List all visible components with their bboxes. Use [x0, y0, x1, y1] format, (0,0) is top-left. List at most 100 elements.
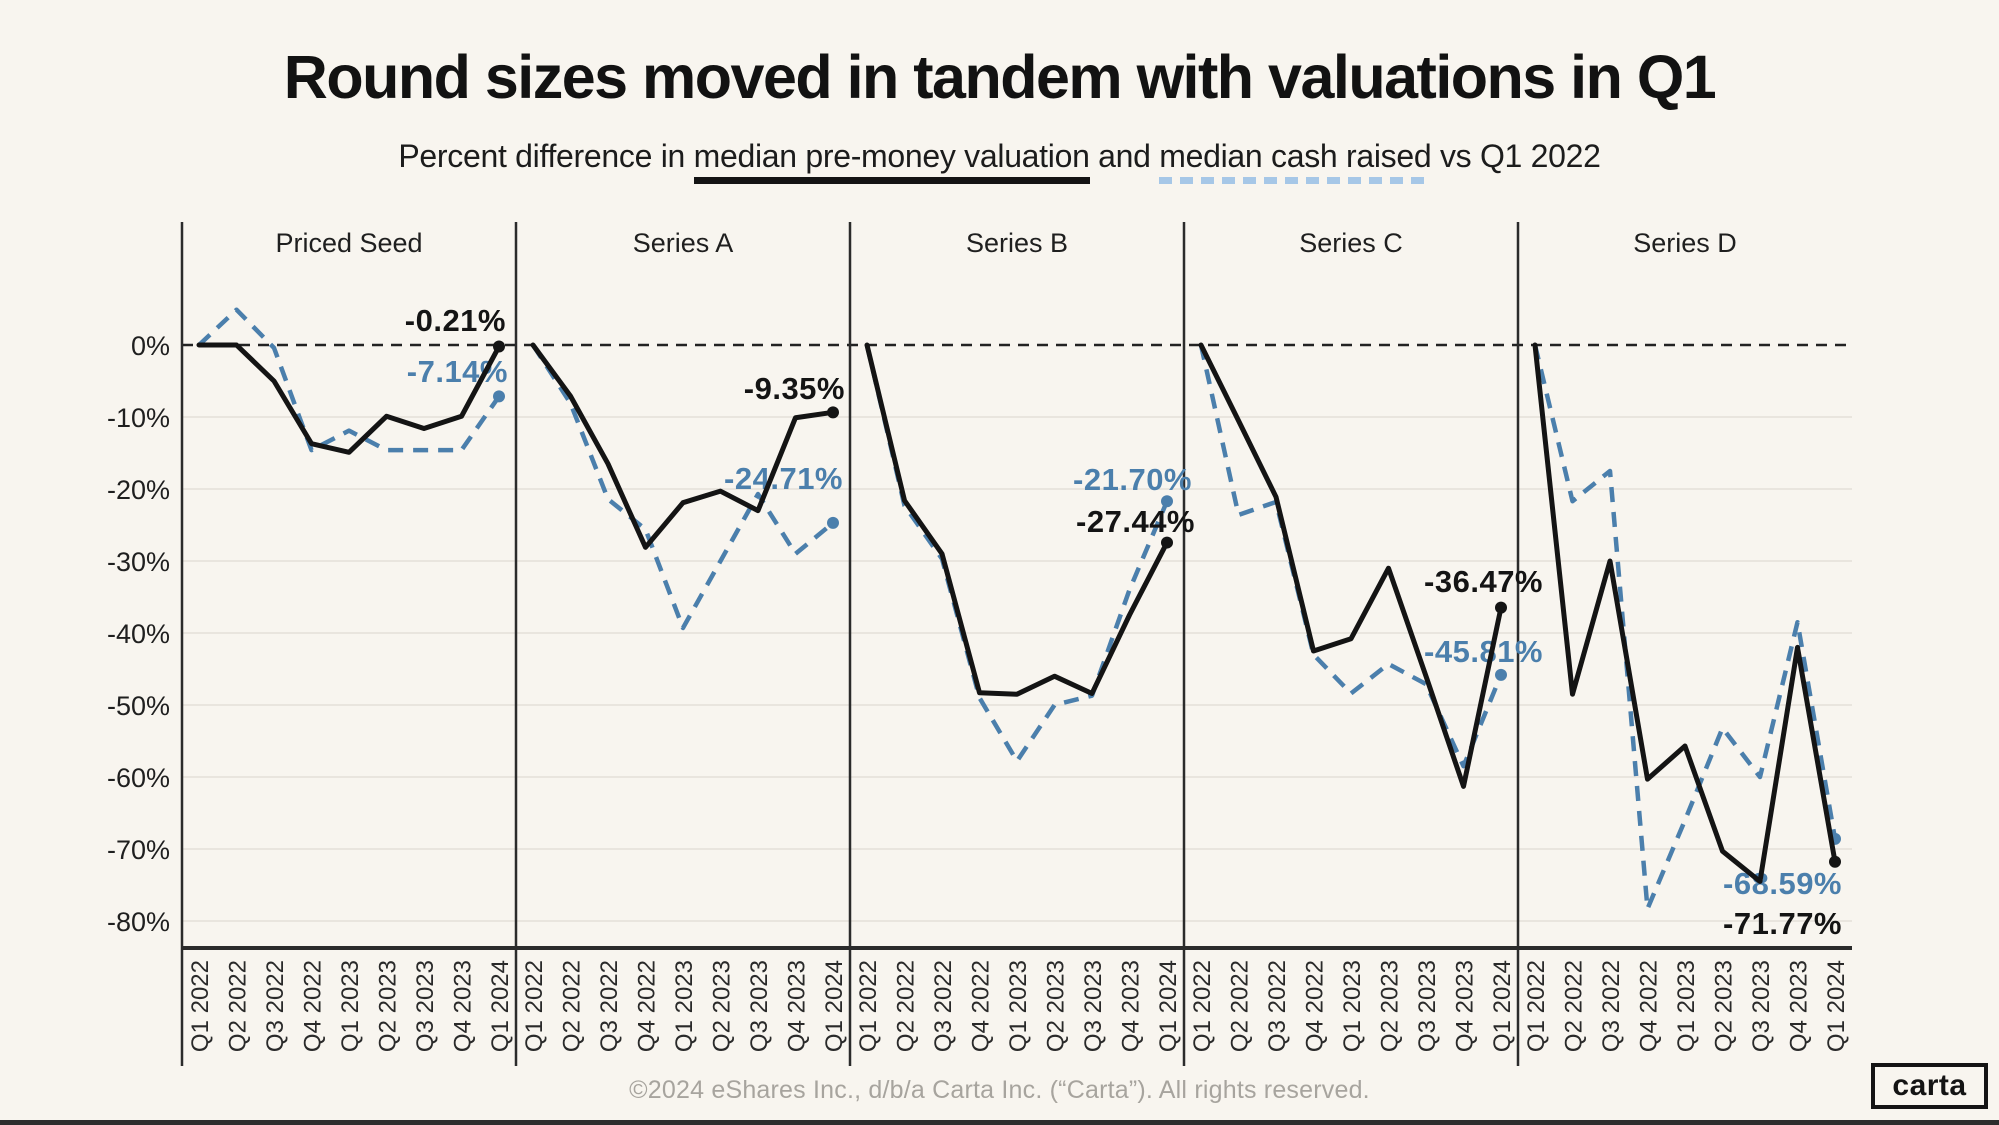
x-axis-label: Q2 2022	[225, 960, 252, 1052]
x-axis-label: Q1 2024	[1823, 960, 1850, 1052]
cash-endpoint-series-a	[827, 516, 839, 529]
valuation-endpoint-series-d	[1829, 855, 1841, 868]
x-axis-label: Q1 2023	[1005, 960, 1032, 1052]
valuation-end-label-series-a: -9.35%	[744, 371, 845, 406]
screen-bottom-edge	[0, 1120, 1999, 1125]
x-axis-label: Q3 2022	[262, 960, 289, 1052]
valuation-line-priced-seed	[196, 342, 502, 455]
y-axis-label: -20%	[107, 475, 170, 505]
x-axis-label: Q2 2023	[709, 960, 736, 1052]
x-axis-label: Q2 2023	[1377, 960, 1404, 1052]
x-axis-label: Q1 2022	[855, 960, 882, 1052]
valuation-endpoint-series-c	[1495, 601, 1507, 614]
x-axis-label: Q3 2022	[1598, 960, 1625, 1052]
x-axis-label: Q1 2022	[521, 960, 548, 1052]
valuation-end-label-series-d: -71.77%	[1723, 906, 1842, 941]
x-axis-label: Q2 2023	[1711, 960, 1738, 1052]
x-axis-label: Q1 2024	[1489, 960, 1516, 1052]
copyright-footer: ©2024 eShares Inc., d/b/a Carta Inc. (“C…	[629, 1076, 1370, 1104]
panel-title-series-a: Series A	[633, 228, 734, 258]
valuation-endpoint-series-a	[827, 406, 839, 419]
cash-raised-line-series-c	[1198, 344, 1504, 769]
cash-end-label-series-d: -68.59%	[1723, 866, 1842, 901]
valuation-line-series-b	[864, 342, 1170, 697]
x-axis-label: Q1 2023	[671, 960, 698, 1052]
valuation-end-label-series-c: -36.47%	[1424, 564, 1543, 599]
x-axis-label: Q1 2024	[821, 960, 848, 1052]
x-axis-label: Q1 2023	[337, 960, 364, 1052]
subtitle-valuation-term: median pre-money valuation	[693, 138, 1090, 184]
y-axis-label: -60%	[107, 763, 170, 793]
x-axis-label: Q3 2022	[1264, 960, 1291, 1052]
x-axis-label: Q2 2023	[375, 960, 402, 1052]
x-axis-label: Q1 2022	[1523, 960, 1550, 1052]
y-axis-label: -70%	[107, 835, 170, 865]
x-axis-label: Q4 2023	[784, 960, 811, 1052]
x-axis-label: Q3 2023	[746, 960, 773, 1052]
valuation-endpoint-priced-seed	[493, 340, 505, 353]
x-axis-label: Q4 2023	[1118, 960, 1145, 1052]
x-axis-label: Q1 2023	[1673, 960, 1700, 1052]
y-axis-label: -50%	[107, 691, 170, 721]
panel-title-series-d: Series D	[1633, 228, 1737, 258]
y-axis-label: -30%	[107, 547, 170, 577]
panel-title-series-b: Series B	[966, 228, 1068, 258]
subtitle-cash-term: median cash raised	[1159, 138, 1432, 184]
cash-raised-line-series-a	[531, 343, 835, 631]
x-axis-label: Q4 2022	[1302, 960, 1329, 1052]
x-axis-label: Q1 2022	[1189, 960, 1216, 1052]
subtitle-middle: and	[1089, 138, 1160, 174]
valuation-line-series-d	[1532, 342, 1838, 884]
cash-raised-line-series-b	[864, 344, 1170, 764]
x-axis-label: Q2 2023	[1043, 960, 1070, 1052]
cash-end-label-series-b: -21.70%	[1073, 462, 1192, 497]
x-axis-label: Q2 2022	[559, 960, 586, 1052]
x-axis-label: Q1 2022	[187, 960, 214, 1052]
x-axis-label: Q3 2022	[930, 960, 957, 1052]
x-axis-label: Q4 2022	[968, 960, 995, 1052]
cash-end-label-series-c: -45.81%	[1424, 634, 1543, 669]
x-axis-label: Q4 2023	[450, 960, 477, 1052]
cash-end-label-series-a: -24.71%	[724, 461, 843, 496]
subtitle-suffix: vs Q1 2022	[1431, 138, 1601, 174]
x-axis-label: Q1 2024	[1155, 960, 1182, 1052]
y-axis-label: 0%	[131, 331, 170, 361]
chart-subtitle: Percent difference in median pre-money v…	[0, 138, 1999, 184]
x-axis-label: Q4 2022	[300, 960, 327, 1052]
cash-endpoint-priced-seed	[493, 390, 505, 403]
cash-endpoint-series-b	[1161, 495, 1173, 508]
x-axis-label: Q1 2023	[1339, 960, 1366, 1052]
valuation-end-label-priced-seed: -0.21%	[405, 303, 506, 338]
x-axis-label: Q1 2024	[487, 960, 514, 1052]
x-axis-label: Q3 2023	[1080, 960, 1107, 1052]
x-axis-label: Q4 2022	[1636, 960, 1663, 1052]
valuation-endpoint-series-b	[1161, 536, 1173, 549]
y-axis-label: -80%	[107, 907, 170, 937]
subtitle-prefix: Percent difference in	[398, 138, 694, 174]
page-title: Round sizes moved in tandem with valuati…	[283, 43, 1717, 111]
cash-endpoint-series-c	[1495, 668, 1507, 681]
carta-logo: carta	[1871, 1063, 1988, 1109]
x-axis-label: Q3 2023	[1414, 960, 1441, 1052]
y-axis-label: -10%	[107, 403, 170, 433]
x-axis-label: Q2 2022	[1561, 960, 1588, 1052]
valuation-line-series-c	[1198, 342, 1504, 789]
cash-raised-line-priced-seed	[197, 307, 501, 453]
carta-logo-text: carta	[1892, 1069, 1967, 1102]
y-axis-label: -40%	[107, 619, 170, 649]
x-axis-label: Q2 2022	[893, 960, 920, 1052]
valuation-end-label-series-b: -27.44%	[1076, 504, 1195, 539]
x-axis-label: Q3 2023	[412, 960, 439, 1052]
panel-title-priced-seed: Priced Seed	[275, 228, 422, 258]
cash-raised-line-series-d	[1532, 344, 1838, 912]
x-axis-label: Q3 2023	[1748, 960, 1775, 1052]
x-axis-label: Q4 2023	[1786, 960, 1813, 1052]
x-axis-label: Q2 2022	[1227, 960, 1254, 1052]
valuation-line-series-a	[530, 342, 836, 550]
x-axis-label: Q4 2022	[634, 960, 661, 1052]
x-axis-label: Q4 2023	[1452, 960, 1479, 1052]
x-axis-label: Q3 2022	[596, 960, 623, 1052]
panel-title-series-c: Series C	[1299, 228, 1403, 258]
